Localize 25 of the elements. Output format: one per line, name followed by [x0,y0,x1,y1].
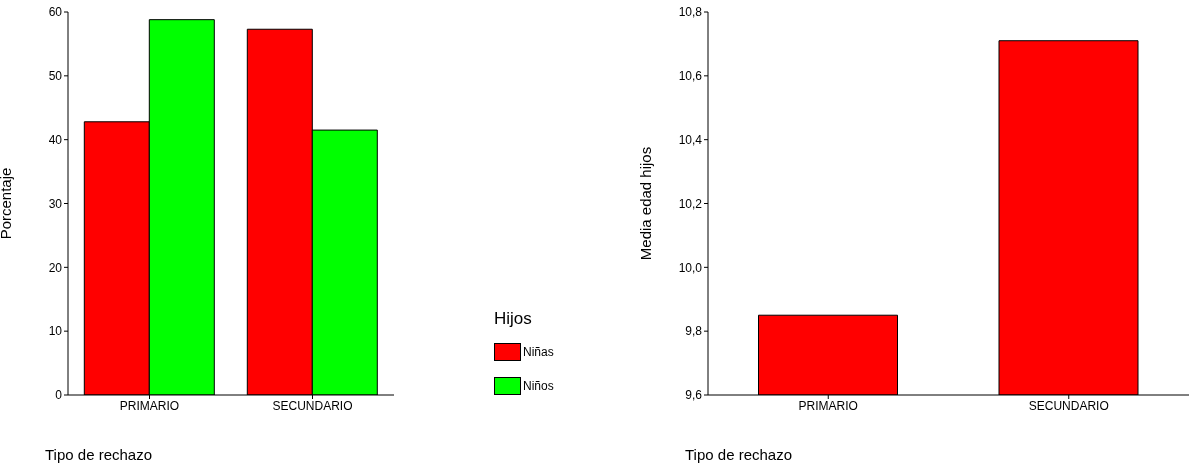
y-tick-label: 50 [48,69,63,84]
y-tick-label: 10,6 [678,69,703,84]
y-tick-label: 10 [48,324,63,339]
y-tick-label: 9,8 [685,324,703,339]
y-tick-label: 10,2 [678,196,703,211]
x-tick-label: PRIMARIO [119,398,180,413]
y-tick-label: 9,6 [685,388,703,403]
y-tick-label: 10,4 [678,132,703,147]
x-axis-title: Tipo de rechazo [45,446,153,463]
legend-label: Niños [523,379,554,393]
x-tick-label: PRIMARIO [798,398,858,413]
y-tick-label: 30 [48,196,63,211]
y-tick-label: 60 [48,5,63,20]
x-tick-label: SECUNDARIO [272,398,353,413]
y-tick-label: 0 [55,388,63,403]
y-tick-label: 10,8 [678,5,703,20]
y-axis-title: Media edad hijos [637,146,655,261]
x-tick-label: SECUNDARIO [1028,398,1109,413]
legend-label: Niñas [523,345,554,359]
y-tick-label: 10,0 [678,260,703,275]
x-axis-title: Tipo de rechazo [685,446,793,463]
legend-title: Hijos [494,309,533,329]
y-tick-label: 20 [48,260,63,275]
y-tick-label: 40 [48,132,63,147]
y-axis-title: Porcentaje [0,167,15,240]
